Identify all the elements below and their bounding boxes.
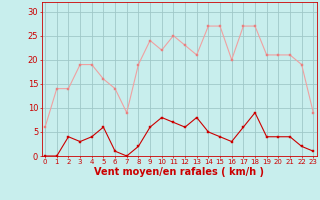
X-axis label: Vent moyen/en rafales ( km/h ): Vent moyen/en rafales ( km/h ) xyxy=(94,167,264,177)
